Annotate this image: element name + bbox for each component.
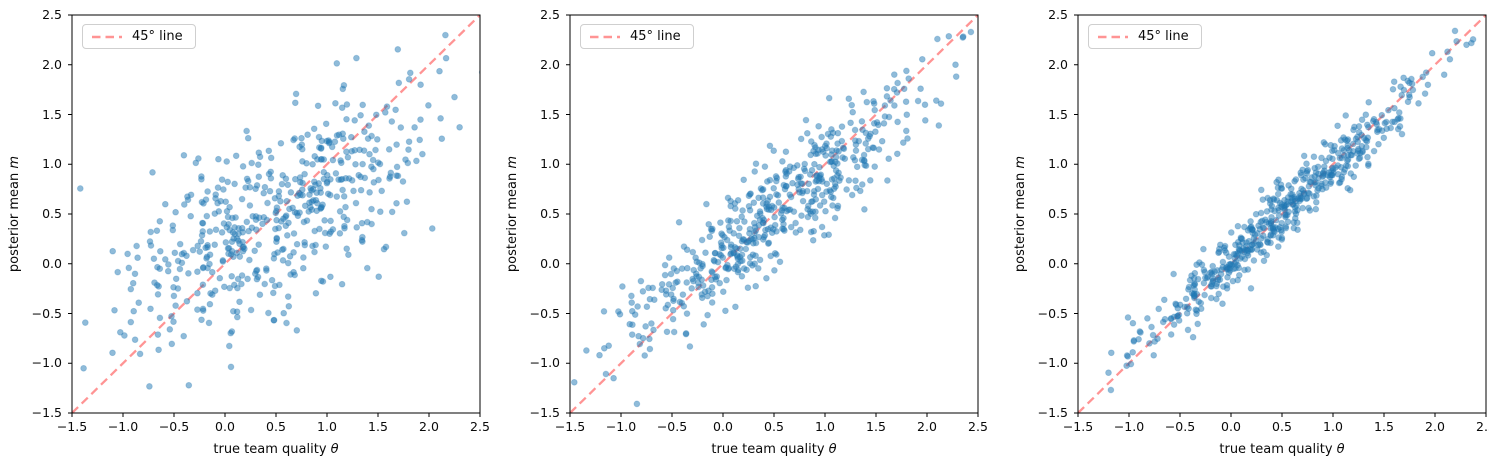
- plot-area: [68, 14, 481, 417]
- y-tick-label: −0.5: [1037, 305, 1068, 321]
- x-tick-label: 2.0: [419, 419, 439, 434]
- x-tick-label: −1.0: [1113, 419, 1145, 434]
- x-tick-label: −0.5: [656, 419, 688, 434]
- x-tick-label: −1.0: [107, 419, 139, 434]
- theta-symbol: θ: [1336, 442, 1345, 457]
- x-axis-label: true team quality θ: [1219, 442, 1345, 457]
- m-symbol: m: [505, 155, 520, 169]
- x-tick-label: 2.5: [1476, 419, 1489, 434]
- y-tick-label: 2.0: [540, 56, 560, 72]
- diagonal-45-line: [570, 15, 978, 413]
- y-tick-label: 0.5: [1048, 206, 1068, 221]
- scatter-points: [570, 28, 975, 408]
- y-tick-label: −1.0: [529, 355, 560, 371]
- x-tick-label: 0.0: [215, 419, 235, 434]
- m-symbol: m: [1013, 155, 1028, 169]
- y-tick-label: −1.5: [1037, 405, 1068, 420]
- theta-symbol: θ: [330, 442, 339, 457]
- m-symbol: m: [7, 155, 22, 169]
- legend-label: 45° line: [630, 29, 681, 44]
- y-tick-label: 1.5: [42, 106, 62, 122]
- plot-area: [566, 14, 979, 417]
- y-tick-label: −1.5: [31, 405, 62, 420]
- x-tick-label: −1.0: [605, 419, 637, 434]
- theta-symbol: θ: [828, 442, 837, 457]
- y-tick-label: −0.5: [529, 305, 560, 321]
- x-tick-label: −1.5: [554, 419, 586, 434]
- legend: 45° line: [1088, 24, 1202, 49]
- x-tick-label: −1.5: [1062, 419, 1094, 434]
- legend: 45° line: [82, 24, 196, 49]
- x-tick-label: 1.0: [317, 419, 337, 434]
- scatter-panel-middle: 45° line −1.5 −1.0 −0.5 0.0 0.5 1.0 1.5 2.0 2.5 …: [505, 7, 988, 457]
- legend-label: 45° line: [132, 29, 183, 44]
- y-tick-label: 2.0: [42, 56, 62, 72]
- x-tick-label: 2.0: [1425, 419, 1445, 434]
- y-tick-label: 0.0: [540, 255, 560, 271]
- legend-label: 45° line: [1138, 29, 1189, 44]
- scatter-panel-right: 45° line −1.5−1.0−0.50.00.51.01.52.02.5 …: [1013, 7, 1489, 457]
- x-tick-label: 2.0: [917, 419, 937, 434]
- x-tick-label: 0.0: [1221, 419, 1241, 434]
- y-tick-label: 1.0: [42, 156, 62, 172]
- x-axis-label: true team quality θ: [213, 442, 339, 457]
- x-tick-label: −0.5: [158, 419, 190, 434]
- dashed-line-swatch: [1098, 35, 1128, 38]
- dashed-line-swatch: [92, 35, 122, 38]
- y-axis-label: posterior mean m: [505, 155, 520, 273]
- y-tick-label: −0.5: [31, 305, 62, 321]
- x-tick-label: 1.5: [1374, 419, 1394, 434]
- x-tick-label: 1.0: [815, 419, 835, 434]
- y-tick-label: 0.5: [42, 206, 62, 221]
- y-tick-label: 1.5: [540, 106, 560, 122]
- x-tick-label: −1.5: [56, 419, 88, 434]
- legend: 45° line: [580, 24, 694, 49]
- x-tick-label: 1.5: [368, 419, 388, 434]
- y-axis-label: posterior mean m: [1013, 155, 1028, 273]
- y-tick-label: −1.5: [529, 405, 560, 420]
- y-tick-label: −1.0: [31, 355, 62, 371]
- scatter-points: [76, 31, 480, 390]
- y-tick-label: 1.0: [540, 156, 560, 172]
- y-tick-label: 1.5: [1048, 106, 1068, 122]
- y-tick-label: 2.5: [42, 7, 62, 22]
- y-tick-label: 0.5: [540, 206, 560, 221]
- x-tick-label: 0.5: [764, 419, 784, 434]
- scatter-panel-left: 45° line −1.5 −1.0 −0.5 0.0 0.5 1.0 1.5 2.0 2.5 …: [7, 7, 490, 457]
- y-tick-label: 2.5: [540, 7, 560, 22]
- x-tick-label: 0.0: [713, 419, 733, 434]
- x-tick-label: 0.5: [1272, 419, 1292, 434]
- x-axis-label: true team quality θ: [711, 442, 837, 457]
- y-tick-label: 0.0: [42, 255, 62, 271]
- x-tick-label: 2.5: [470, 419, 490, 434]
- x-tick-label: 2.5: [968, 419, 988, 434]
- x-tick-label: 1.5: [866, 419, 886, 434]
- y-tick-label: 2.5: [1048, 7, 1068, 22]
- y-tick-label: −1.0: [1037, 355, 1068, 371]
- scatter-points: [1105, 27, 1477, 394]
- x-tick-label: −0.5: [1164, 419, 1196, 434]
- dashed-line-swatch: [590, 35, 620, 38]
- x-tick-label: 1.0: [1323, 419, 1343, 434]
- diagonal-45-line: [1078, 15, 1486, 413]
- x-tick-label: 0.5: [266, 419, 286, 434]
- y-tick-label: 2.0: [1048, 56, 1068, 72]
- y-tick-label: 0.0: [1048, 255, 1068, 271]
- plot-area: [1074, 14, 1487, 417]
- y-axis-label: posterior mean m: [7, 155, 22, 273]
- y-tick-label: 1.0: [1048, 156, 1068, 172]
